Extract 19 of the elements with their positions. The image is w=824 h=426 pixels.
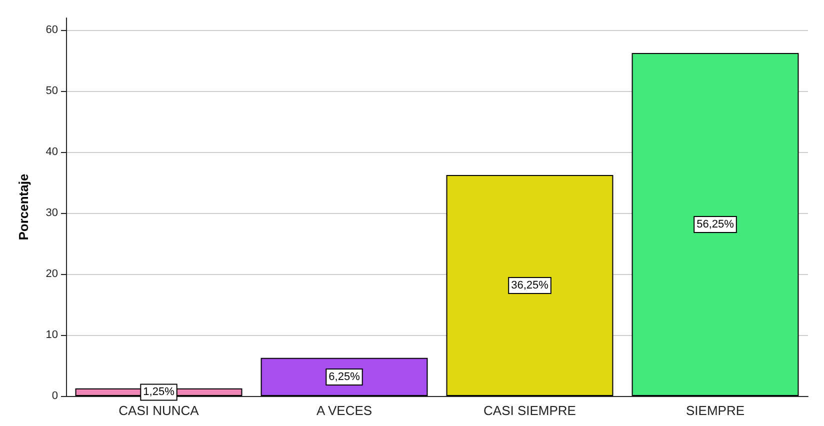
x-tick-label: CASI NUNCA [118, 403, 200, 418]
x-tick-label: CASI SIEMPRE [484, 403, 576, 418]
y-tick-label: 0 [52, 390, 58, 402]
data-label: 6,25% [328, 370, 360, 383]
bar [446, 174, 614, 396]
data-label: 56,25% [696, 218, 734, 231]
data-label: 1,25% [143, 386, 175, 398]
x-tick-label: A VECES [316, 403, 372, 418]
y-axis-title: Porcentaje [16, 174, 31, 240]
y-tick-label: 40 [46, 146, 58, 158]
y-tick-label: 50 [46, 85, 58, 98]
bar [632, 53, 799, 396]
y-tick-label: 60 [46, 24, 58, 36]
y-tick-label: 10 [46, 329, 58, 342]
x-tick-label: SIEMPRE [686, 403, 745, 418]
bar [260, 358, 428, 396]
data-label: 36,25% [511, 279, 549, 292]
y-tick-label: 30 [46, 207, 58, 220]
y-tick-label: 20 [46, 268, 58, 280]
